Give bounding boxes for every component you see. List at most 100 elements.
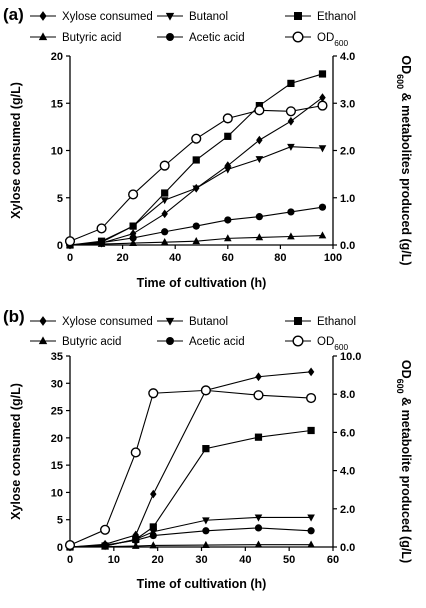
data-point-butyric: [192, 237, 201, 245]
y-tick-label-left: 0: [57, 240, 63, 252]
legend-label-xylose: Xylose consumed: [62, 11, 153, 23]
legend-label-acetic: Acetic acid: [189, 336, 245, 348]
data-point-ethanol: [224, 132, 232, 140]
data-point-butyric: [160, 237, 169, 246]
data-point-ethanol: [287, 79, 295, 88]
data-point-xylose: [319, 93, 326, 102]
data-point-od: [148, 388, 159, 399]
legend-label-butanol: Butanol: [189, 11, 228, 23]
y-tick-label-right: 4.0: [340, 466, 355, 478]
legend-marker-xylose: [39, 316, 47, 326]
data-point-ethanol: [149, 523, 157, 531]
legend-item-acetic: Acetic acid: [157, 336, 245, 348]
y-axis-title-right: OD600 & metabolites produced (g/L): [395, 55, 413, 265]
x-tick-label: 60: [222, 252, 234, 264]
y-tick-label-right: 6.0: [340, 427, 355, 439]
data-point-od: [285, 106, 296, 117]
data-point-butyric: [129, 238, 137, 246]
legend-label-ethanol: Ethanol: [317, 316, 356, 328]
data-point-butanol: [224, 166, 232, 174]
y-tick-label-right: 3.0: [340, 98, 355, 110]
y-tick-label-left: 15: [51, 98, 63, 110]
y-tick-label-right: 8.0: [340, 389, 355, 401]
y-tick-label-right: 4.0: [340, 51, 355, 63]
legend-item-ethanol: Ethanol: [285, 316, 356, 328]
data-point-od: [254, 105, 265, 116]
legend-item-butyric: Butyric acid: [30, 336, 121, 348]
data-point-butyric: [307, 540, 315, 548]
data-point-od: [64, 236, 76, 247]
data-point-ethanol: [318, 70, 327, 78]
x-tick-label: 100: [324, 252, 342, 264]
y-axis-title-left: Xylose consumed (g/L): [9, 82, 23, 219]
legend-label-acetic: Acetic acid: [189, 32, 245, 44]
panel-b: (b) Xylose consumed Butanol Ethanol Butyric …: [3, 307, 413, 591]
series-acetic: [66, 203, 327, 249]
series-line-xylose: [69, 371, 312, 548]
legend-marker-xylose: [39, 11, 47, 21]
data-point-acetic: [149, 531, 157, 540]
panel-label: (b): [3, 307, 25, 326]
data-point-ethanol: [192, 156, 200, 164]
data-point-od: [159, 160, 170, 171]
data-point-od: [130, 447, 141, 458]
data-point-xylose: [287, 116, 295, 126]
y-tick-label-left: 15: [51, 460, 63, 472]
data-point-butyric: [287, 232, 295, 240]
data-point-ethanol: [161, 189, 169, 197]
x-tick-label: 40: [169, 252, 181, 264]
data-point-od: [191, 133, 202, 144]
legend-marker-ethanol: [294, 317, 302, 325]
legend-label-od: OD600: [317, 32, 348, 48]
series-line-od: [69, 389, 312, 546]
y-tick-label-left: 20: [51, 433, 63, 445]
y-tick-label-left: 10: [51, 146, 63, 158]
x-tick-label: 30: [195, 554, 207, 566]
data-point-xylose: [150, 489, 157, 499]
legend-item-xylose: Xylose consumed: [30, 316, 153, 328]
data-point-butyric: [254, 540, 263, 548]
data-point-butanol: [254, 514, 263, 522]
data-point-butanol: [318, 145, 327, 153]
series-od: [64, 385, 317, 551]
data-point-od: [64, 540, 76, 551]
x-tick-label: 40: [239, 554, 251, 566]
data-point-od: [253, 390, 264, 401]
legend-marker-butyric: [38, 32, 48, 41]
y-tick-label-left: 5: [57, 193, 63, 205]
y-tick-label-left: 25: [51, 406, 63, 418]
series-line-od: [69, 105, 323, 242]
data-point-od: [222, 113, 233, 124]
x-tick-label: 0: [67, 252, 73, 264]
data-point-butanol: [287, 143, 295, 151]
data-point-butyric: [202, 540, 210, 548]
data-point-acetic: [132, 536, 140, 544]
x-tick-label: 20: [152, 554, 164, 566]
legend-marker-od: [292, 335, 304, 347]
y-tick-label-right: 2.0: [340, 504, 355, 516]
y-tick-label-left: 0: [57, 542, 63, 554]
legend-marker-od: [292, 31, 304, 43]
data-point-butanol: [255, 156, 264, 164]
data-point-butanol: [202, 517, 210, 525]
legend-label-butanol: Butanol: [189, 316, 228, 328]
data-point-acetic: [192, 222, 200, 230]
data-point-butyric: [255, 233, 264, 241]
legend-marker-butyric: [38, 336, 48, 345]
data-point-ethanol: [202, 445, 210, 453]
y-tick-label-right: 2.0: [340, 146, 355, 158]
data-point-acetic: [287, 208, 295, 216]
data-point-butanol: [307, 514, 315, 522]
data-point-ethanol: [307, 426, 315, 435]
x-tick-label: 0: [67, 554, 73, 566]
data-point-butyric: [149, 541, 158, 549]
legend-label-od: OD600: [317, 336, 348, 352]
legend: Xylose consumed Butanol Ethanol Butyric aci…: [30, 11, 356, 48]
data-point-od: [99, 524, 111, 535]
y-tick-label-right: 0.0: [340, 542, 355, 554]
y-tick-label-left: 30: [51, 378, 63, 390]
x-tick-label: 10: [108, 554, 120, 566]
legend-label-butyric: Butyric acid: [62, 32, 121, 44]
